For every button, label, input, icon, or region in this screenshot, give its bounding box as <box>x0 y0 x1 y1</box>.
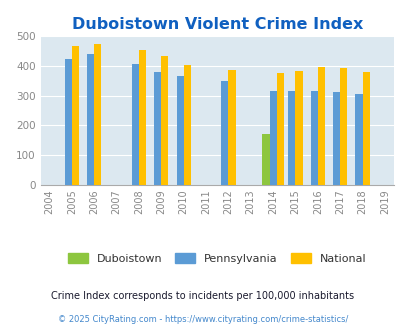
Bar <box>269 91 276 185</box>
Legend: Duboistown, Pennsylvania, National: Duboistown, Pennsylvania, National <box>64 250 369 267</box>
Bar <box>139 50 146 185</box>
Bar <box>64 59 72 185</box>
Bar <box>339 68 346 185</box>
Bar <box>132 64 139 185</box>
Bar <box>354 94 362 185</box>
Bar <box>87 54 94 185</box>
Bar <box>161 56 168 185</box>
Bar <box>221 81 228 185</box>
Bar <box>317 67 324 185</box>
Bar <box>310 91 317 185</box>
Text: Crime Index corresponds to incidents per 100,000 inhabitants: Crime Index corresponds to incidents per… <box>51 291 354 301</box>
Bar <box>72 46 79 185</box>
Bar <box>176 76 183 185</box>
Bar <box>295 71 302 185</box>
Bar <box>94 44 101 185</box>
Title: Duboistown Violent Crime Index: Duboistown Violent Crime Index <box>71 17 362 32</box>
Bar <box>183 65 190 185</box>
Bar <box>154 72 161 185</box>
Bar <box>288 91 295 185</box>
Bar <box>276 73 283 185</box>
Bar <box>362 72 369 185</box>
Bar <box>332 92 339 185</box>
Bar <box>228 70 235 185</box>
Bar <box>262 134 269 185</box>
Text: © 2025 CityRating.com - https://www.cityrating.com/crime-statistics/: © 2025 CityRating.com - https://www.city… <box>58 315 347 324</box>
